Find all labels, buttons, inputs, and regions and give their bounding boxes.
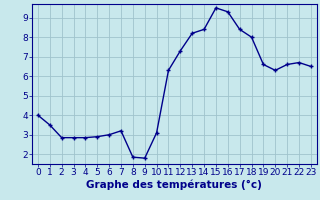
X-axis label: Graphe des températures (°c): Graphe des températures (°c) <box>86 180 262 190</box>
